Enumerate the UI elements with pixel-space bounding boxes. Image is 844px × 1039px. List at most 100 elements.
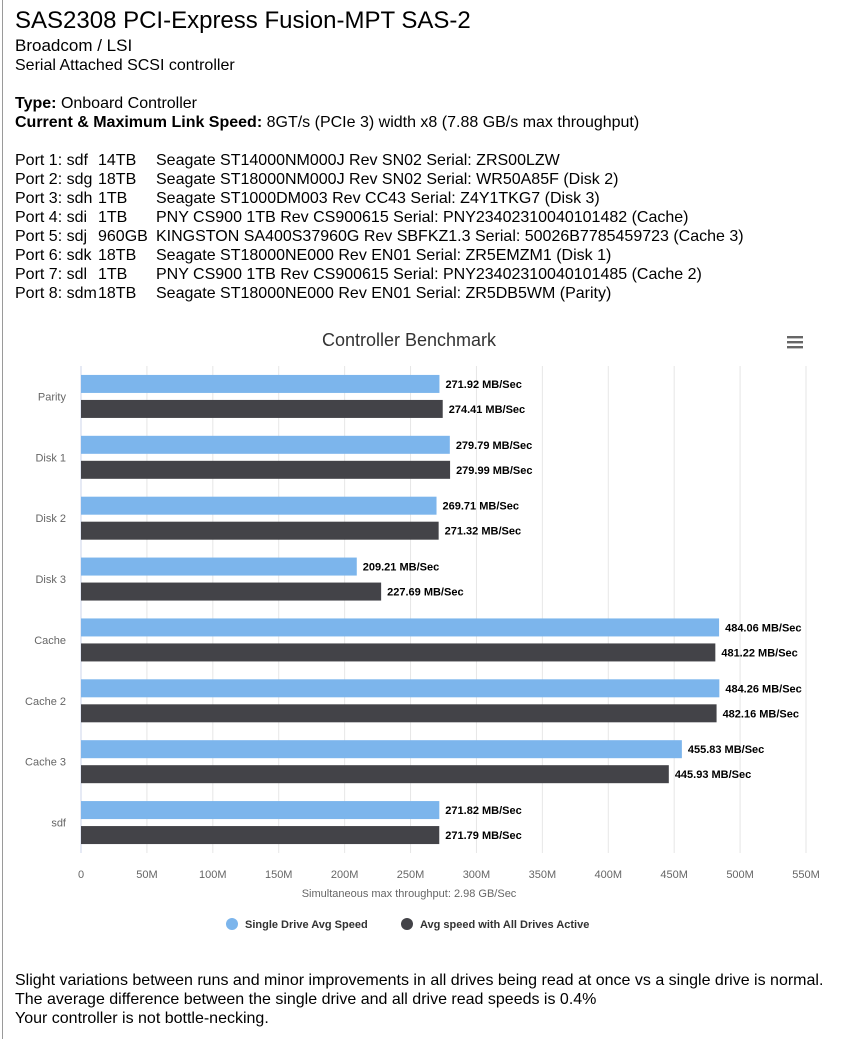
controller-header: SAS2308 PCI-Express Fusion-MPT SAS-2 Bro… <box>15 7 471 75</box>
type-label: Type: <box>15 95 57 112</box>
x-axis-title: Simultaneous max throughput: 2.98 GB/Sec <box>302 888 517 900</box>
port-drive: PNY CS900 1TB Rev CS900615 Serial: PNY23… <box>156 266 702 283</box>
link-speed-value: 8GT/s (PCIe 3) width x8 (7.88 GB/s max t… <box>266 114 640 131</box>
bar-value-label: 279.99 MB/Sec <box>456 465 532 477</box>
bar-value-label: 484.26 MB/Sec <box>725 683 801 695</box>
category-label: Disk 3 <box>35 574 66 586</box>
port-drive: Seagate ST14000NM000J Rev SN02 Serial: Z… <box>156 152 560 169</box>
port-row: Port 1: sdf 14TB Seagate ST14000NM000J Rev… <box>15 151 744 170</box>
bar <box>81 801 440 820</box>
bar <box>81 521 439 540</box>
hamburger-menu-icon[interactable] <box>778 332 808 356</box>
bar-value-label: 279.79 MB/Sec <box>456 440 532 452</box>
x-tick-label: 500M <box>726 869 754 881</box>
category-label: Cache 3 <box>25 757 66 769</box>
port-size: 14TB <box>98 152 137 169</box>
summary-line: Your controller is not bottle-necking. <box>15 1010 269 1027</box>
analysis-summary: Slight variations between runs and minor… <box>15 971 823 1028</box>
page-border <box>2 0 3 1039</box>
bar <box>81 435 450 454</box>
port-size: 960GB <box>98 228 148 245</box>
bar <box>81 496 437 515</box>
port-size: 1TB <box>98 209 128 226</box>
bar <box>81 582 382 601</box>
bar <box>81 679 720 698</box>
x-tick-label: 50M <box>136 869 157 881</box>
x-tick-label: 550M <box>792 869 820 881</box>
port-id: Port 7: sdl <box>15 266 88 283</box>
bar-value-label: 482.16 MB/Sec <box>723 708 799 720</box>
port-id: Port 1: sdf <box>15 152 88 169</box>
port-size: 18TB <box>98 247 137 264</box>
port-drive: Seagate ST1000DM003 Rev CC43 Serial: Z4Y… <box>156 190 600 207</box>
legend-item-single-drive[interactable]: Single Drive Avg Speed <box>226 918 368 931</box>
port-size: 1TB <box>98 266 128 283</box>
type-value: Onboard Controller <box>60 95 198 112</box>
port-id: Port 4: sdi <box>15 209 88 226</box>
port-drive: KINGSTON SA400S37960G Rev SBFKZ1.3 Seria… <box>156 228 744 245</box>
chart-title: Controller Benchmark <box>322 330 497 350</box>
chart-x-tick-labels: 0 50M 100M 150M 200M 250M 300M 350M 400M 450M 500M… <box>78 869 820 881</box>
x-tick-label: 200M <box>331 869 359 881</box>
bar-value-label: 271.82 MB/Sec <box>445 805 521 817</box>
category-label: Cache <box>34 635 66 647</box>
bar-value-label: 269.71 MB/Sec <box>443 501 519 513</box>
legend-marker <box>401 918 413 930</box>
category-label: sdf <box>51 818 67 830</box>
bar-value-label: 271.79 MB/Sec <box>445 830 521 842</box>
x-tick-label: 250M <box>397 869 425 881</box>
port-id: Port 5: sdj <box>15 228 88 245</box>
port-drive: Seagate ST18000NE000 Rev EN01 Serial: ZR… <box>156 247 612 264</box>
port-row: Port 5: sdj 960GB KINGSTON SA400S37960G Re… <box>15 227 744 246</box>
summary-line: Slight variations between runs and minor… <box>15 972 824 989</box>
benchmark-chart: Controller Benchmark 271.92 MB/Sec 274.41… <box>6 320 836 950</box>
bar-value-label: 271.32 MB/Sec <box>445 526 521 538</box>
bar-value-label: 209.21 MB/Sec <box>363 562 439 574</box>
port-id: Port 6: sdk <box>15 247 92 264</box>
benchmark-chart-svg: Controller Benchmark 271.92 MB/Sec 274.41… <box>25 330 820 931</box>
x-tick-label: 350M <box>529 869 557 881</box>
port-list: Port 1: sdf 14TB Seagate ST14000NM000J Rev… <box>15 151 744 303</box>
chart-bars: 271.92 MB/Sec 274.41 MB/Sec 279.79 MB/Sec 2… <box>81 374 802 845</box>
vendor-name: Broadcom / LSI <box>15 36 133 55</box>
port-drive: PNY CS900 1TB Rev CS900615 Serial: PNY23… <box>156 209 689 226</box>
bar <box>81 704 717 723</box>
port-size: 18TB <box>98 171 137 188</box>
x-tick-label: 0 <box>78 869 84 881</box>
link-speed-row: Current & Maximum Link Speed: 8GT/s (PCI… <box>15 113 639 132</box>
port-row: Port 3: sdh 1TB Seagate ST1000DM003 Rev CC… <box>15 189 744 208</box>
x-tick-label: 450M <box>660 869 688 881</box>
port-drive: Seagate ST18000NE000 Rev EN01 Serial: ZR… <box>156 285 612 302</box>
bar-value-label: 227.69 MB/Sec <box>387 587 463 599</box>
bar <box>81 765 669 784</box>
bar <box>81 618 720 637</box>
bar <box>81 826 440 845</box>
bar <box>81 399 443 418</box>
bar-value-label: 274.41 MB/Sec <box>449 404 525 416</box>
legend-marker <box>226 918 238 930</box>
port-row: Port 7: sdl 1TB PNY CS900 1TB Rev CS900615… <box>15 265 744 284</box>
x-tick-label: 150M <box>265 869 293 881</box>
category-label: Cache 2 <box>25 696 66 708</box>
controller-description: Serial Attached SCSI controller <box>15 57 235 74</box>
legend-item-all-drives[interactable]: Avg speed with All Drives Active <box>401 918 589 931</box>
bar <box>81 557 357 576</box>
chart-category-labels: Parity Disk 1 Disk 2 Disk 3 Cache Cache 2 Cach… <box>25 391 67 829</box>
port-row: Port 2: sdg 18TB Seagate ST18000NM000J Rev… <box>15 170 744 189</box>
port-id: Port 3: sdh <box>15 190 93 207</box>
page-title: SAS2308 PCI-Express Fusion-MPT SAS-2 <box>15 7 471 34</box>
port-size: 1TB <box>98 190 128 207</box>
chart-legend: Single Drive Avg Speed Avg speed with Al… <box>226 918 589 931</box>
x-tick-label: 300M <box>463 869 491 881</box>
x-tick-label: 400M <box>595 869 623 881</box>
category-label: Parity <box>38 391 67 403</box>
port-drive: Seagate ST18000NM000J Rev SN02 Serial: W… <box>156 171 619 188</box>
port-row: Port 4: sdi 1TB PNY CS900 1TB Rev CS900615… <box>15 208 744 227</box>
bar-value-label: 484.06 MB/Sec <box>725 622 801 634</box>
legend-label: Avg speed with All Drives Active <box>420 919 589 931</box>
controller-info: Type: Onboard Controller Current & Maxim… <box>15 94 639 132</box>
bar <box>81 374 440 393</box>
x-tick-label: 100M <box>199 869 227 881</box>
port-id: Port 2: sdg <box>15 171 93 188</box>
bar <box>81 460 451 479</box>
